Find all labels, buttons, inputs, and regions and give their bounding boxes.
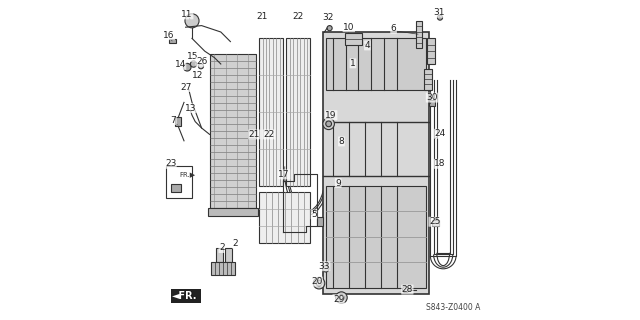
Text: FR.▶: FR.▶ [179,172,195,177]
Polygon shape [326,38,426,90]
Text: 8: 8 [339,137,344,146]
Polygon shape [211,262,236,275]
Circle shape [185,14,199,28]
Text: 23: 23 [165,159,176,168]
Text: 1: 1 [350,59,356,68]
Text: 20: 20 [311,277,323,286]
Text: 17: 17 [278,170,290,179]
Text: 21: 21 [256,12,268,20]
Polygon shape [317,217,323,226]
Text: 13: 13 [185,104,196,113]
Text: 15: 15 [187,52,198,61]
Polygon shape [326,186,426,288]
Polygon shape [259,192,310,243]
Circle shape [326,121,332,127]
Polygon shape [287,38,310,186]
Polygon shape [428,38,435,64]
Text: 18: 18 [435,159,445,168]
Text: 32: 32 [323,13,333,22]
Polygon shape [424,69,432,90]
Text: 4: 4 [365,41,370,50]
Circle shape [198,64,204,69]
Circle shape [323,118,334,130]
Text: 33: 33 [319,262,330,271]
Text: 24: 24 [435,129,445,138]
Polygon shape [259,38,283,186]
Text: 10: 10 [343,23,355,32]
Text: 2: 2 [233,239,238,248]
Polygon shape [208,208,258,216]
Text: 11: 11 [182,10,193,19]
Polygon shape [429,100,435,106]
Polygon shape [216,248,223,262]
Circle shape [327,26,332,31]
Text: 26: 26 [196,57,207,66]
Text: 31: 31 [434,8,445,17]
Text: 27: 27 [180,83,192,92]
Polygon shape [323,32,429,294]
Text: 19: 19 [326,111,337,120]
Circle shape [403,286,409,293]
Text: 9: 9 [335,179,341,188]
Polygon shape [210,54,256,208]
Text: ◄FR.: ◄FR. [173,291,199,301]
Circle shape [316,280,322,286]
Text: 29: 29 [333,295,344,304]
Circle shape [438,15,443,20]
Text: 14: 14 [175,60,186,69]
Text: ◄FR.: ◄FR. [172,291,198,301]
Text: 16: 16 [163,31,175,40]
Text: 5: 5 [311,210,317,219]
Polygon shape [416,21,422,48]
Text: 25: 25 [429,217,440,226]
Text: 28: 28 [402,285,413,294]
Text: 22: 22 [263,130,275,139]
Text: 2: 2 [219,244,225,252]
Polygon shape [172,184,181,192]
Circle shape [339,295,344,300]
Polygon shape [433,220,439,226]
Circle shape [183,63,191,71]
Text: 6: 6 [391,24,396,33]
Text: 21: 21 [249,130,260,139]
Polygon shape [345,33,362,45]
Text: S843-Z0400 A: S843-Z0400 A [426,303,480,312]
Circle shape [323,266,329,272]
Polygon shape [169,39,176,43]
Text: 7: 7 [171,116,176,124]
Polygon shape [175,117,181,126]
Text: 12: 12 [192,71,204,80]
Text: 30: 30 [426,93,438,102]
Circle shape [191,61,197,67]
Circle shape [314,277,324,289]
Polygon shape [225,248,232,262]
Circle shape [336,292,347,303]
Text: 22: 22 [292,12,304,20]
